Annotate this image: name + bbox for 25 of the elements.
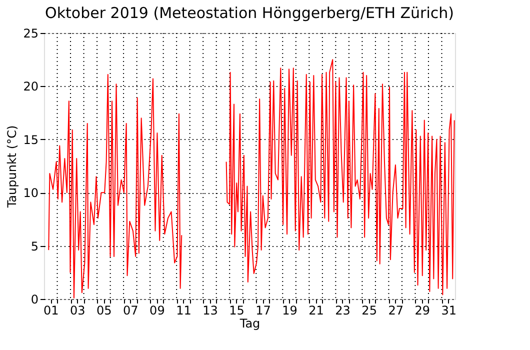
x-tick-label: 03 — [70, 304, 86, 318]
x-tick-label: 01 — [43, 304, 59, 318]
x-tick-label: 25 — [362, 304, 377, 318]
chart-title: Oktober 2019 (Meteostation Hönggerberg/ETH Zürich) — [45, 4, 454, 22]
x-tick-label: 23 — [335, 304, 350, 318]
y-tick-label: 25 — [23, 26, 38, 40]
x-tick-label: 19 — [282, 304, 298, 318]
y-tick-label: 5 — [30, 239, 38, 254]
x-tick-label: 15 — [229, 304, 244, 318]
x-tick-label: 21 — [308, 304, 324, 318]
x-tick-label: 13 — [202, 304, 218, 318]
x-tick-label: 29 — [414, 304, 430, 318]
y-axis-title: Taupunkt (°C) — [5, 125, 20, 209]
x-tick-label: 07 — [123, 304, 138, 318]
x-tick-label: 31 — [441, 304, 457, 318]
y-tick-label: 20 — [23, 80, 38, 94]
x-axis-title: Tag — [238, 316, 260, 330]
x-tick-label: 17 — [256, 304, 271, 318]
x-tick-label: 27 — [388, 304, 404, 318]
x-tick-label: 09 — [150, 304, 165, 318]
y-tick-label: 15 — [23, 132, 38, 147]
x-tick-label: 05 — [96, 304, 112, 318]
y-tick-label: 10 — [23, 186, 38, 200]
y-tick-label: 0 — [30, 292, 38, 306]
x-tick-label: 11 — [176, 304, 192, 318]
